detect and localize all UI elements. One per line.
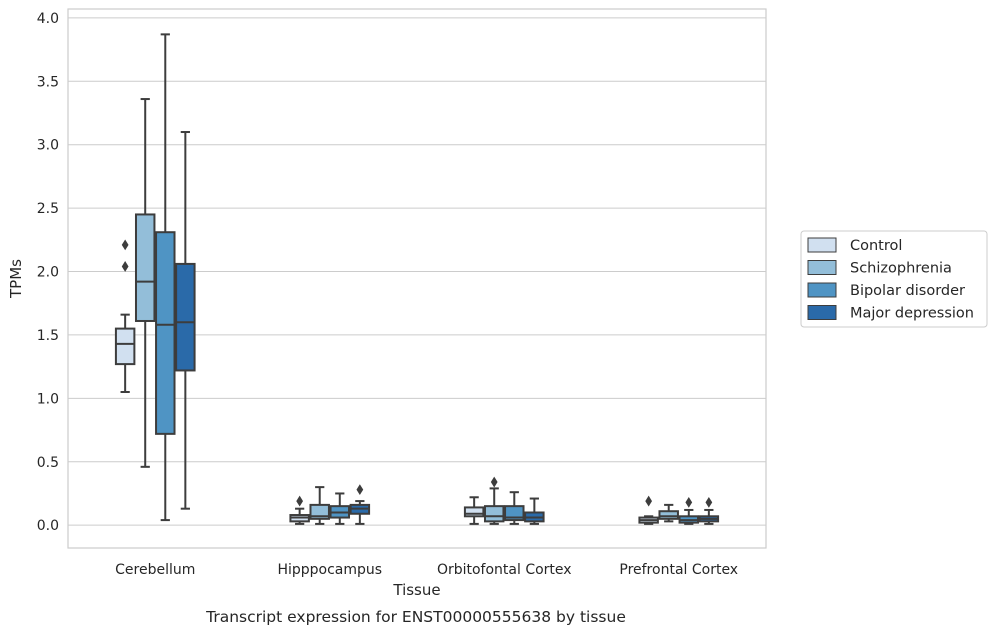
x-tick-label: Orbitofontal Cortex (437, 562, 572, 578)
y-tick-label: 3.5 (37, 74, 59, 90)
box-control (114, 239, 136, 394)
legend: Control Schizophrenia Bipolar disorder Majo… (800, 230, 988, 328)
outlier-point (121, 239, 129, 251)
legend-item: Control (807, 237, 902, 254)
y-tick-labels: 0.0 0.5 1.0 1.5 2.0 2.5 3.0 3.5 4.0 (37, 11, 59, 534)
outlier-point (645, 495, 653, 507)
box-control (463, 496, 485, 525)
plot-frame (67, 8, 767, 549)
x-tick-label: Prefrontal Cortex (619, 562, 738, 578)
y-tick-label: 0.5 (37, 455, 59, 471)
box-bipolar-disorder (504, 491, 525, 525)
box-major-depression (698, 496, 720, 525)
legend-item: Bipolar disorder (807, 282, 965, 299)
legend-frame (800, 230, 988, 328)
box-body (658, 510, 679, 520)
legend-swatch (807, 260, 837, 275)
legend-item: Major depression (807, 305, 974, 322)
y-tick-label: 0.0 (37, 518, 59, 534)
box-body (155, 231, 176, 435)
box-schizophrenia (658, 503, 679, 523)
outlier-point (296, 495, 304, 507)
box-bipolar-disorder (155, 33, 176, 522)
chart-caption: Transcript expression for ENST0000055563… (205, 608, 626, 626)
box-body (114, 327, 136, 366)
legend-item: Schizophrenia (807, 260, 952, 277)
legend-label: Schizophrenia (850, 261, 952, 277)
box-body (134, 213, 156, 322)
x-tick-label: Hipppocampus (277, 562, 382, 578)
legend-swatch (807, 237, 837, 253)
box-major-depression (524, 497, 545, 525)
x-axis-title: Tissue (392, 581, 440, 599)
box-schizophrenia (309, 486, 330, 525)
box-series (114, 33, 720, 525)
y-tick-label: 3.0 (37, 138, 59, 154)
box-body (463, 506, 485, 518)
box-control (289, 495, 310, 525)
legend-label: Major depression (850, 306, 974, 322)
y-tick-label: 2.0 (37, 265, 59, 281)
outlier-point (121, 261, 129, 272)
box-body (175, 262, 196, 372)
y-tick-label: 2.5 (37, 201, 59, 217)
x-tick-label: Cerebellum (115, 562, 195, 578)
y-tick-label: 4.0 (37, 11, 59, 27)
legend-swatch (807, 305, 837, 320)
outlier-point (705, 496, 713, 508)
legend-swatch (807, 282, 837, 298)
box-schizophrenia (483, 476, 505, 525)
box-bipolar-disorder (329, 492, 351, 525)
box-major-depression (349, 484, 371, 525)
legend-label: Control (850, 238, 902, 254)
legend-label: Bipolar disorder (850, 283, 965, 299)
box-bipolar-disorder (678, 496, 700, 525)
y-tick-label: 1.5 (37, 328, 59, 344)
y-axis-title: TPMs (7, 259, 25, 299)
outlier-point (685, 496, 693, 508)
box-control (638, 495, 659, 525)
box-schizophrenia (134, 98, 156, 468)
outlier-point (490, 476, 498, 488)
y-tick-label: 1.0 (37, 391, 59, 407)
box-major-depression (175, 131, 196, 510)
x-tick-labels: Cerebellum Hipppocampus Orbitofontal Corte… (115, 562, 738, 578)
outlier-point (356, 484, 364, 496)
box-body (483, 505, 505, 523)
